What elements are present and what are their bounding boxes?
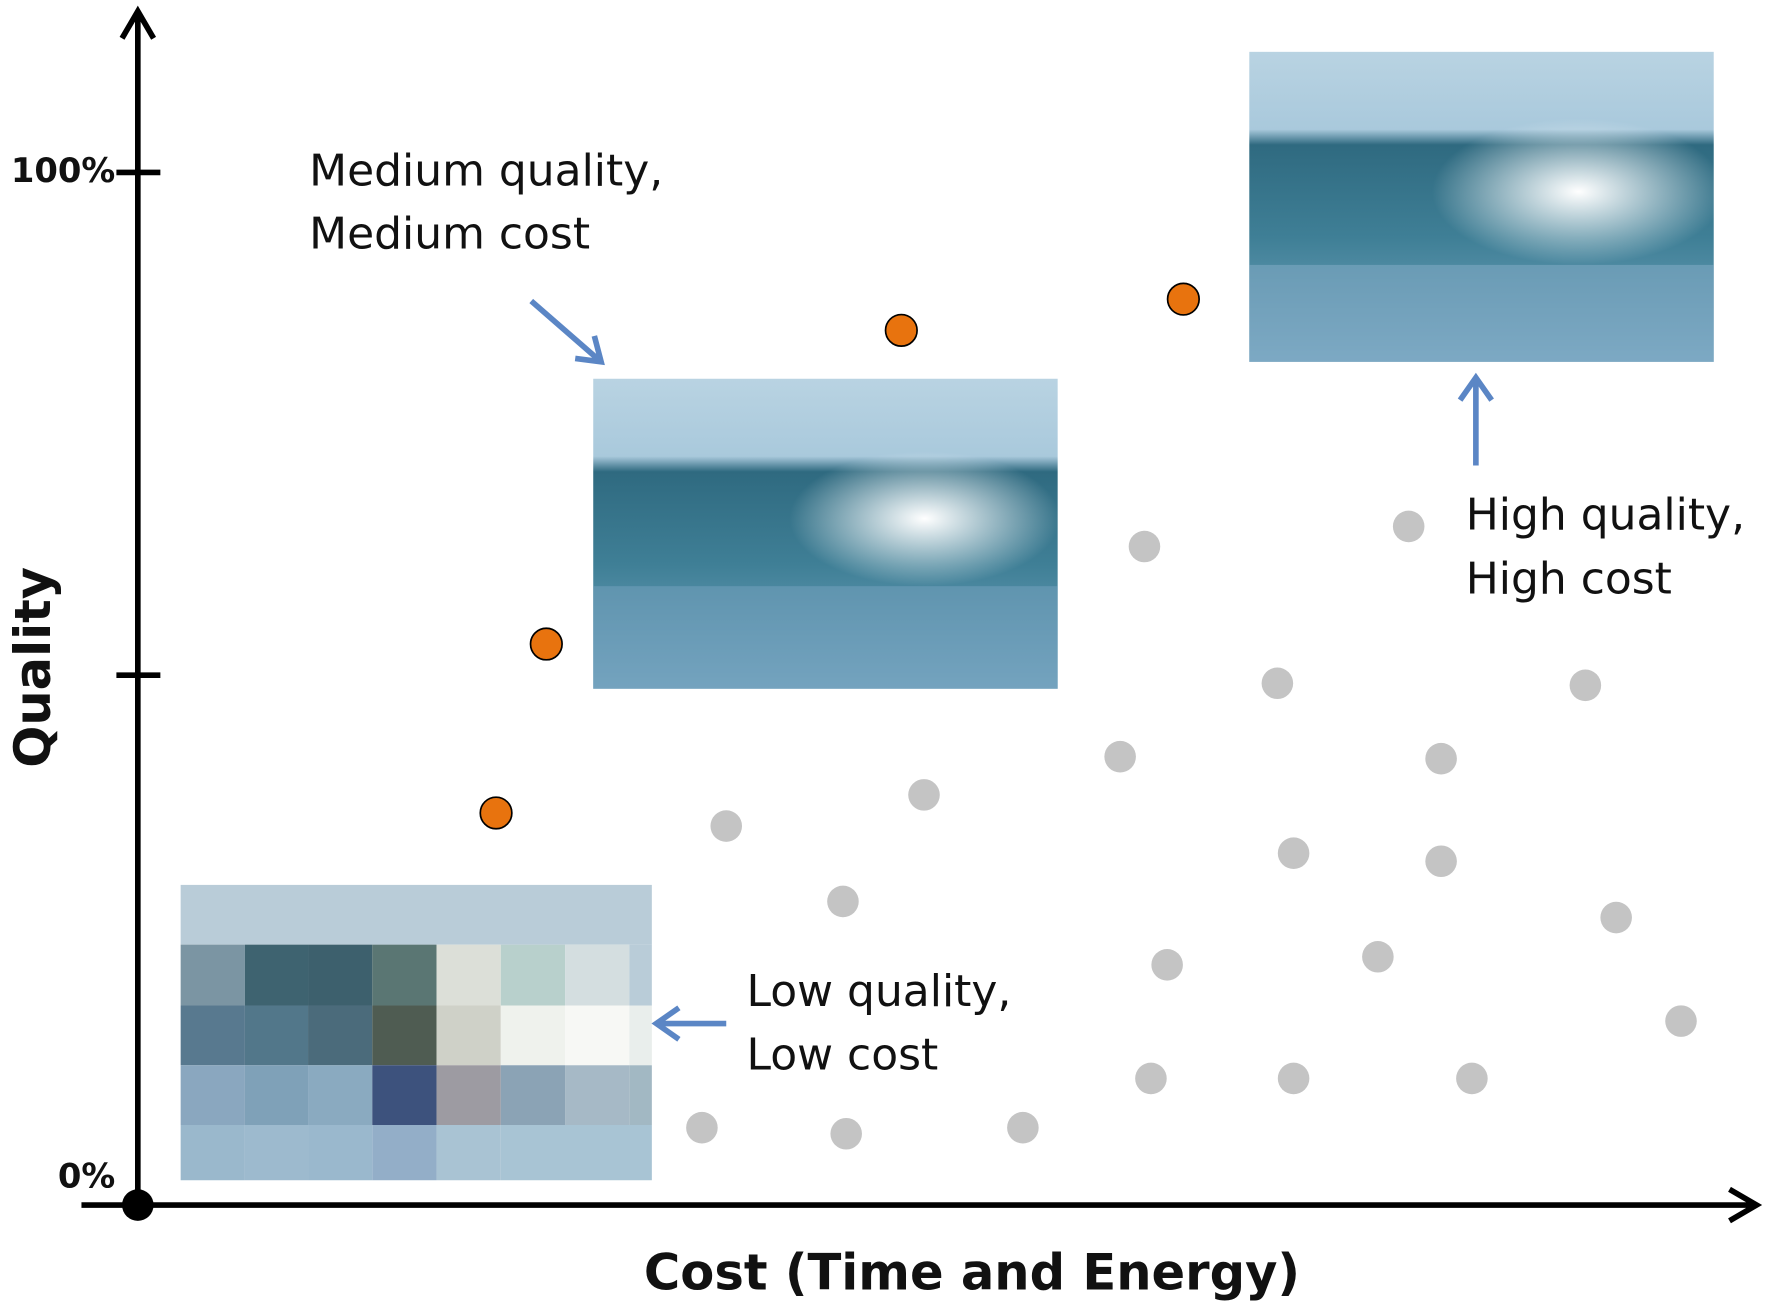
point	[1600, 902, 1632, 934]
point	[908, 779, 940, 811]
x-axis-label: Cost (Time and Energy)	[644, 1244, 1300, 1302]
chart: Medium quality, Medium cost High quality…	[0, 0, 1767, 1311]
point	[1007, 1112, 1039, 1144]
origin	[122, 1189, 154, 1221]
point	[686, 1112, 718, 1144]
y-tick-label: 100%	[11, 151, 115, 190]
point	[886, 315, 918, 347]
photo-medium	[593, 379, 1060, 689]
annotation: Medium quality,	[309, 146, 663, 197]
annotation: High cost	[1466, 554, 1672, 605]
photo-high	[1249, 52, 1725, 362]
point	[827, 886, 859, 918]
point	[830, 1118, 862, 1150]
point	[1262, 667, 1294, 699]
point	[1104, 741, 1136, 773]
point	[1570, 670, 1602, 702]
point	[1278, 837, 1310, 869]
point	[1425, 845, 1457, 877]
annotation: Medium cost	[309, 209, 590, 260]
point	[1425, 743, 1457, 775]
annotation: Low cost	[747, 1029, 939, 1080]
point	[1129, 531, 1161, 563]
point	[1151, 949, 1183, 981]
point	[480, 797, 512, 829]
point	[1168, 283, 1200, 315]
point	[1456, 1063, 1488, 1095]
y-axis-label: Quality	[4, 567, 62, 768]
photo-low-pixelated	[181, 885, 652, 1180]
point	[1278, 1063, 1310, 1095]
point	[1665, 1005, 1697, 1037]
y-tick-label: 0%	[58, 1156, 115, 1195]
point	[710, 810, 742, 842]
point	[1135, 1063, 1167, 1095]
point	[1362, 941, 1394, 973]
annotation: Low quality,	[747, 966, 1012, 1017]
point	[531, 628, 563, 660]
annotation: High quality,	[1466, 489, 1745, 540]
point	[1393, 511, 1425, 543]
